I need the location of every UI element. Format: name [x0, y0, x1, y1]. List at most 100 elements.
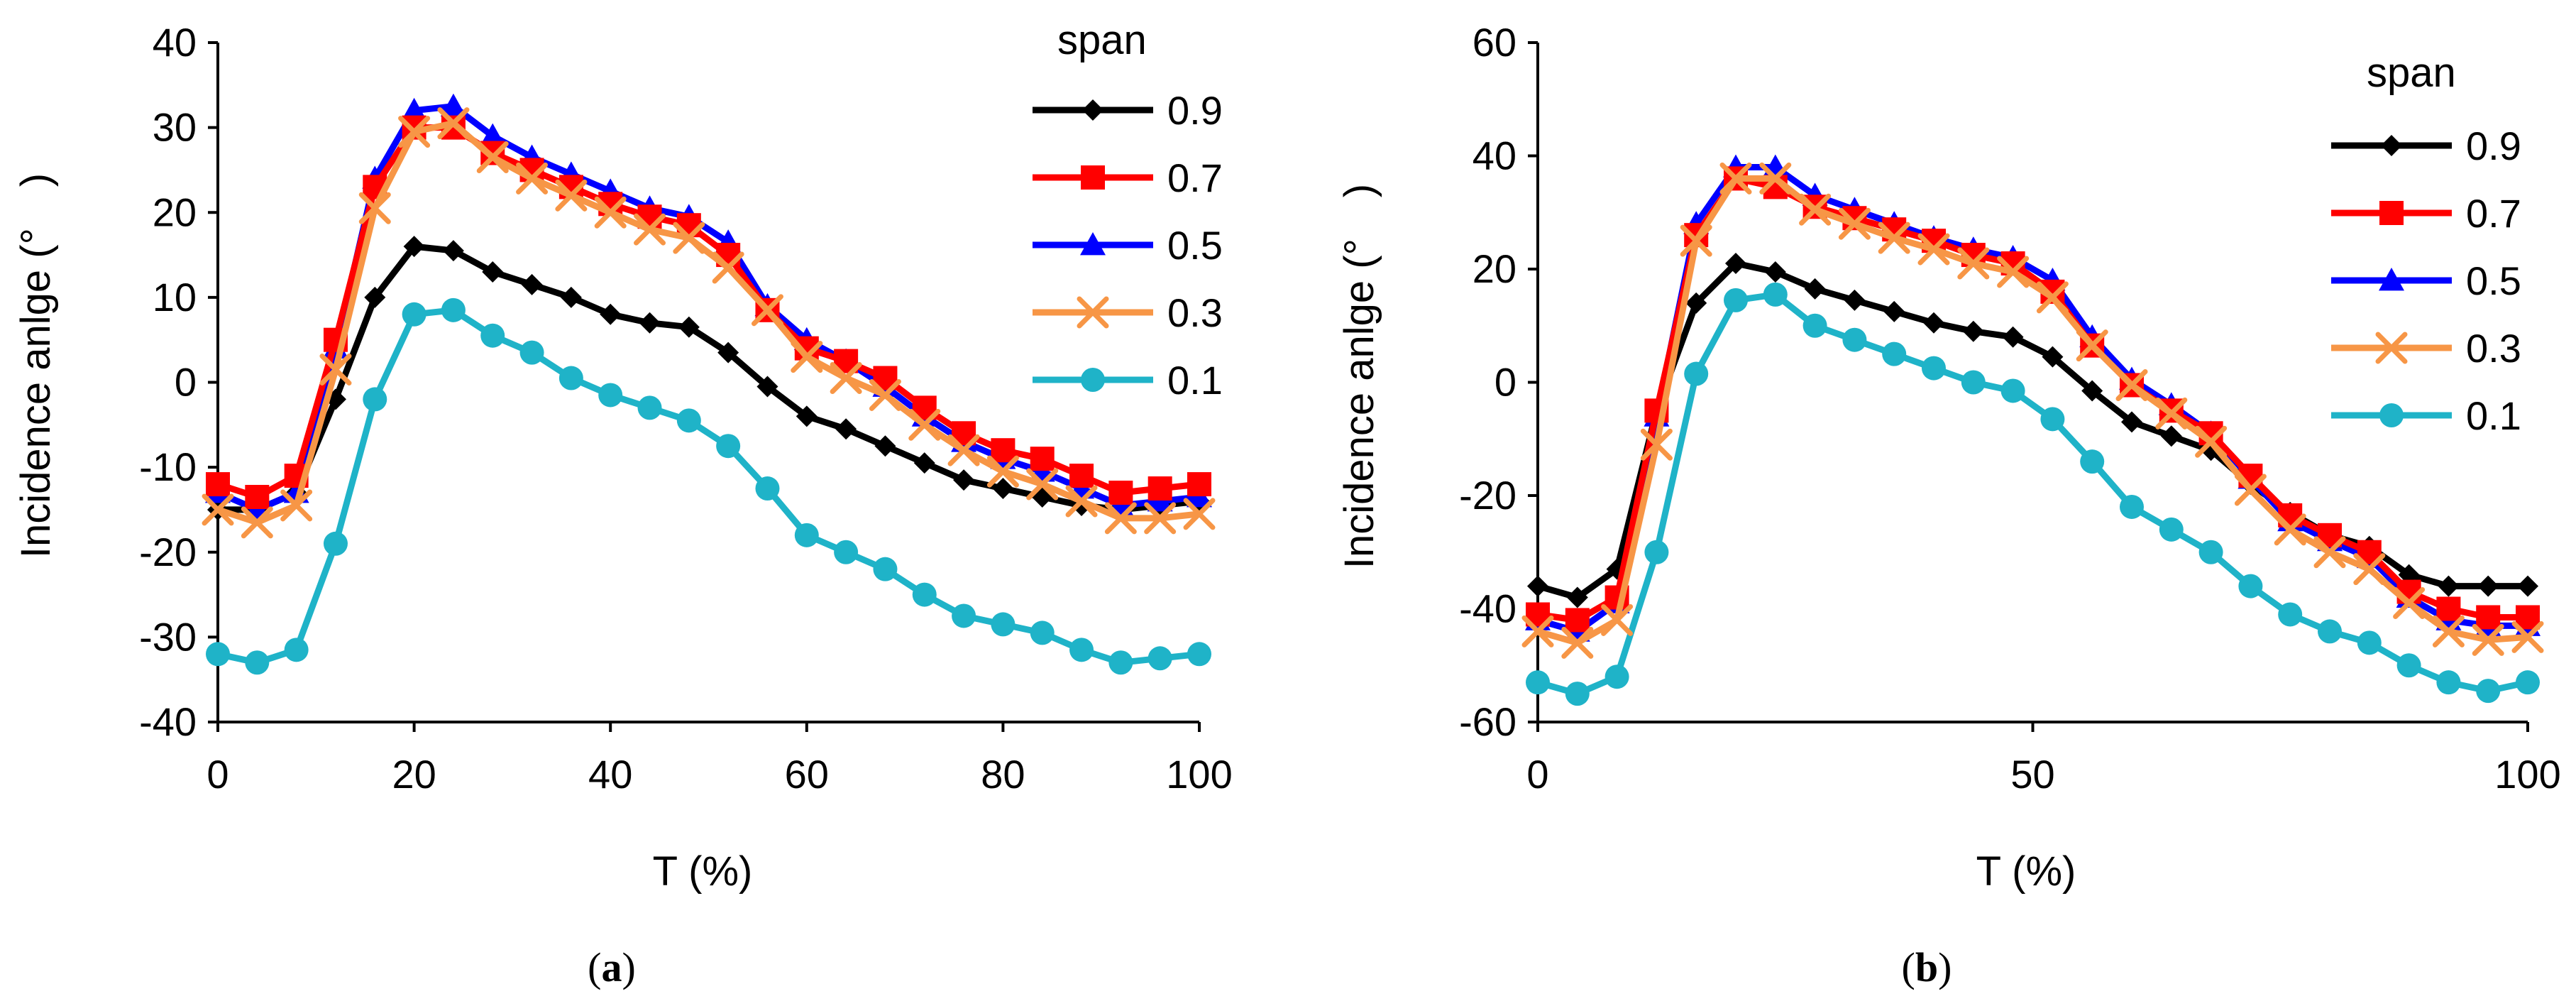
chart-a-series-line	[216, 120, 1200, 526]
chart-a-data-point	[319, 354, 352, 386]
chart-b-data-point	[1601, 603, 1634, 636]
chart-a-data-point	[908, 408, 941, 441]
chart-b-data-point	[1566, 586, 1588, 608]
chart-a-legend-marker	[1080, 232, 1106, 256]
chart-a-data-point	[796, 405, 818, 427]
chart-a-y-tick-label: -10	[139, 444, 197, 489]
chart-a-data-point	[947, 434, 980, 466]
x-marker-stroke	[1878, 222, 1910, 254]
x-marker-stroke	[398, 116, 431, 148]
chart-a-data-point	[835, 418, 857, 440]
chart-a-legend-item: 0.1	[1033, 358, 1223, 403]
chart-a-data-point	[991, 612, 1015, 637]
chart-a-x-axis-label: T (%)	[653, 848, 753, 895]
chart-a-data-point	[482, 261, 504, 283]
chart-a-data-point	[1108, 650, 1133, 675]
chart-a-data-point	[440, 93, 466, 117]
chart-a-legend-item: 0.5	[1033, 223, 1223, 268]
chart-a-data-point	[206, 642, 230, 667]
chart-b-data-point	[1842, 327, 1867, 352]
x-marker-stroke	[1561, 626, 1594, 659]
chart-b-data-point	[1759, 162, 1792, 195]
chart-a-x-tick-label: 100	[1166, 752, 1232, 797]
chart-b-data-point	[2472, 623, 2504, 656]
chart-b-data-point	[2081, 380, 2103, 402]
chart-a-data-point	[1147, 646, 1172, 671]
chart-a-data-point	[1187, 472, 1211, 497]
chart-b-legend-item: 0.7	[2331, 191, 2521, 236]
chart-b-data-point	[1917, 233, 1950, 266]
chart-b-data-point	[2511, 620, 2544, 653]
chart-a-data-point	[516, 162, 549, 195]
chart-a-data-point	[912, 582, 937, 607]
chart-panel-a: -40 -30 -20 -10 0 10 20 30 40 0 20 40 60 80 100 Incide…	[13, 17, 1233, 990]
chart-b-legend-item: 0.5	[2331, 258, 2521, 303]
chart-b-data-point	[2120, 494, 2144, 519]
chart-b-legend-title: span	[2367, 50, 2456, 96]
chart-a-legend-label: 0.5	[1167, 223, 1223, 268]
x-marker-stroke	[2155, 397, 2188, 430]
chart-a-legend-item: 0.3	[1033, 290, 1223, 335]
chart-a-data-point	[673, 222, 705, 254]
chart-b-series-03	[1521, 162, 2544, 659]
chart-b-data-point	[1680, 224, 1712, 257]
x-marker-stroke	[986, 455, 1019, 488]
chart-b-data-point	[1882, 341, 1907, 366]
chart-a-data-point	[598, 383, 623, 408]
chart-a-x-tick-label: 80	[981, 752, 1025, 797]
chart-b-data-point	[2000, 378, 2025, 403]
x-marker-stroke	[2353, 553, 2386, 586]
chart-a-y-tick-label: 20	[153, 190, 197, 234]
chart-b-data-point	[2155, 397, 2188, 430]
chart-a-data-point	[364, 286, 386, 308]
chart-a-y-tick-label: 10	[153, 275, 197, 319]
chart-a-y-axis-label: Incidence anlge (° )	[13, 173, 59, 558]
chart-b-data-point	[1526, 670, 1550, 695]
chart-a-data-point	[441, 297, 466, 322]
chart-a-data-point	[913, 452, 935, 474]
x-marker-stroke	[2432, 615, 2465, 647]
x-marker-stroke	[947, 434, 980, 466]
chart-a-y-tick-label: -40	[139, 699, 197, 744]
chart-a-y-tick-label: 0	[175, 360, 197, 405]
chart-a-data-point	[874, 435, 896, 457]
x-marker-stroke	[2036, 281, 2069, 314]
chart-a-x-tick-label: 20	[392, 752, 436, 797]
chart-a-data-point	[986, 455, 1019, 488]
x-marker-stroke	[202, 493, 234, 526]
chart-a-data-point	[755, 476, 780, 501]
chart-a-data-point	[1144, 502, 1177, 535]
chart-b-data-point	[2318, 619, 2342, 644]
chart-a-data-point	[1069, 464, 1094, 488]
chart-a-data-point	[202, 493, 234, 526]
chart-b-data-point	[2396, 653, 2421, 678]
chart-b-data-point	[1799, 193, 1832, 226]
caption-b-letter: b	[1915, 944, 1938, 990]
chart-a-x-tick-label: 40	[588, 752, 632, 797]
chart-b-y-axis-label: Incidence anlge (° )	[1336, 184, 1382, 569]
x-marker-stroke	[1183, 498, 1216, 530]
chart-b-data-point	[1962, 320, 1984, 342]
chart-b-data-point	[2198, 540, 2223, 564]
chart-b-data-point	[2432, 615, 2465, 647]
x-marker-stroke	[1077, 296, 1109, 329]
x-marker-stroke	[2115, 368, 2148, 401]
chart-b-legend-label: 0.5	[2466, 258, 2521, 303]
chart-a-data-point	[442, 240, 464, 262]
chart-b-legend-marker	[2375, 332, 2408, 364]
chart-a-data-point	[398, 116, 431, 148]
chart-b-data-point	[1883, 300, 1905, 322]
chart-b-axes: -60 -40 -20 0 20 40 60 0 50 100	[1459, 20, 2561, 797]
chart-b-data-point	[1763, 282, 1788, 307]
chart-a-axes: -40 -30 -20 -10 0 10 20 30 40 0 20 40 60 80 100	[139, 20, 1233, 797]
chart-a-x-tick-label: 0	[207, 752, 229, 797]
chart-a-data-point	[1069, 638, 1094, 662]
x-marker-stroke	[869, 378, 901, 411]
chart-b-legend-item: 0.1	[2331, 393, 2521, 438]
chart-b-legend-marker	[2379, 201, 2404, 225]
chart-b-data-point	[1878, 222, 1910, 254]
chart-panel-b: -60 -40 -20 0 20 40 60 0 50 100 Incidence anlge (…	[1336, 20, 2561, 990]
x-marker-stroke	[751, 294, 783, 327]
x-marker-stroke	[712, 251, 744, 284]
chart-b-data-point	[2517, 575, 2538, 597]
